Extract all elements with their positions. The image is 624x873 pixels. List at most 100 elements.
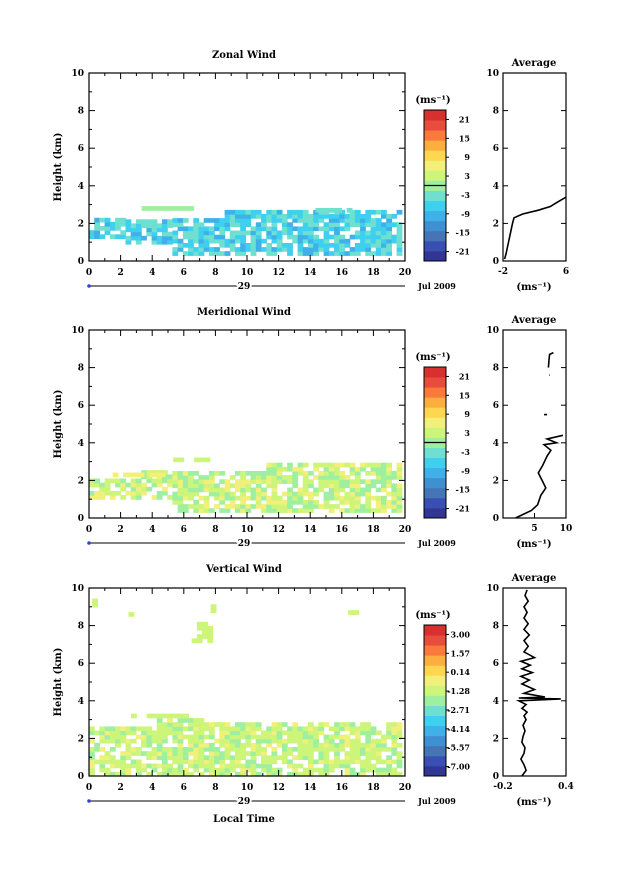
heatmap-cell bbox=[261, 734, 267, 740]
heatmap-cell bbox=[386, 491, 392, 497]
heatmap-cell bbox=[224, 487, 231, 493]
heatmap-cell bbox=[193, 755, 200, 760]
heatmap-cell bbox=[349, 767, 356, 773]
heatmap-cell bbox=[302, 751, 309, 756]
heatmap-cell bbox=[198, 755, 205, 760]
heatmap-cell bbox=[229, 755, 236, 760]
heatmap-cell bbox=[125, 742, 132, 748]
heatmap-cell bbox=[318, 243, 325, 248]
heatmap-cell bbox=[219, 218, 226, 223]
heatmap-cell bbox=[92, 602, 98, 608]
heatmap-cell bbox=[94, 490, 100, 496]
heatmap-cell bbox=[156, 747, 163, 752]
heatmap-cell bbox=[308, 234, 314, 240]
heatmap-cell bbox=[396, 755, 403, 760]
heatmap-cell bbox=[297, 462, 304, 468]
heatmap-cell bbox=[146, 713, 153, 719]
heatmap-cell bbox=[229, 234, 236, 240]
heatmap-cell bbox=[178, 206, 184, 211]
heatmap-cell bbox=[235, 755, 241, 760]
heatmap-cell bbox=[135, 235, 142, 241]
heatmap-cell bbox=[391, 722, 398, 727]
heatmap-cell bbox=[183, 206, 189, 211]
heatmap-cell bbox=[396, 763, 403, 769]
heatmap-cell bbox=[386, 500, 392, 505]
average-y-tick-label: 6 bbox=[493, 659, 499, 669]
heatmap-cell bbox=[235, 726, 241, 732]
heatmap-cell bbox=[255, 487, 262, 493]
heatmap-cell bbox=[156, 478, 163, 484]
heatmap-cell bbox=[276, 238, 283, 244]
heatmap-cell bbox=[381, 226, 387, 232]
heatmap-cell bbox=[276, 209, 283, 215]
heatmap-cell bbox=[354, 251, 361, 256]
heatmap-cell bbox=[391, 759, 398, 765]
heatmap-cell bbox=[188, 738, 194, 744]
heatmap-cell bbox=[214, 759, 220, 765]
heatmap-cell bbox=[109, 490, 116, 496]
heatmap-cell bbox=[240, 471, 246, 476]
heatmap-cell bbox=[375, 508, 382, 513]
heatmap-cell bbox=[214, 751, 220, 756]
heatmap-cell bbox=[323, 238, 330, 244]
heatmap-cell bbox=[261, 738, 267, 744]
heatmap-cell bbox=[255, 222, 262, 227]
heatmap-cell bbox=[266, 243, 273, 248]
heatmap-cell bbox=[202, 621, 208, 627]
heatmap-cell bbox=[198, 251, 205, 256]
heatmap-cell bbox=[334, 487, 340, 493]
heatmap-cell bbox=[287, 243, 293, 248]
heatmap-cell bbox=[245, 471, 252, 476]
heatmap-cell bbox=[318, 751, 325, 756]
heatmap-cell bbox=[240, 218, 246, 223]
heatmap-cell bbox=[208, 508, 215, 513]
heatmap-cell bbox=[94, 482, 100, 488]
heatmap-cell bbox=[349, 487, 356, 493]
heatmap-cell bbox=[109, 226, 116, 231]
heatmap-cell bbox=[353, 610, 360, 615]
colorbar-tick-label: -15 bbox=[456, 228, 470, 238]
heatmap-cell bbox=[109, 738, 116, 744]
heatmap-cell bbox=[229, 218, 236, 223]
heatmap-cell bbox=[370, 466, 377, 472]
heatmap-cell bbox=[198, 234, 205, 240]
average-x-tick-label: -0.2 bbox=[493, 782, 512, 792]
heatmap-cell bbox=[391, 500, 398, 505]
heatmap-cell bbox=[365, 722, 372, 727]
heatmap-cell bbox=[287, 251, 293, 256]
heatmap-cell bbox=[266, 475, 273, 480]
heatmap-cell bbox=[250, 479, 257, 484]
heatmap-cell bbox=[276, 755, 283, 760]
heatmap-cell bbox=[250, 730, 257, 736]
heatmap-cell bbox=[135, 495, 142, 500]
heatmap-cell bbox=[130, 235, 137, 241]
heatmap-cell bbox=[135, 751, 142, 756]
heatmap-cell bbox=[188, 504, 194, 509]
heatmap-cell bbox=[229, 214, 236, 219]
colorbar-unit: (ms⁻¹) bbox=[415, 95, 450, 106]
heatmap-cell bbox=[261, 759, 267, 765]
heatmap-cell bbox=[146, 738, 153, 744]
heatmap-cell bbox=[188, 751, 194, 756]
heatmap-cell bbox=[245, 742, 252, 748]
heatmap-cell bbox=[370, 730, 377, 736]
heatmap-cell bbox=[365, 767, 372, 773]
heatmap-cell bbox=[177, 487, 184, 493]
heatmap-cell bbox=[386, 218, 392, 223]
heatmap-cell bbox=[344, 734, 351, 740]
heatmap-cell bbox=[172, 471, 179, 476]
colorbar-segment bbox=[424, 755, 446, 767]
heatmap-cell bbox=[120, 726, 127, 732]
heatmap-cell bbox=[204, 457, 211, 463]
heatmap-cell bbox=[375, 475, 382, 480]
day-marker bbox=[87, 541, 91, 545]
heatmap-cell bbox=[115, 221, 121, 227]
heatmap-cell bbox=[229, 734, 236, 740]
heatmap-cell bbox=[339, 500, 346, 505]
heatmap-cell bbox=[219, 234, 226, 240]
colorbar-segment bbox=[424, 367, 446, 378]
heatmap-cell bbox=[167, 763, 173, 769]
heatmap-cell bbox=[224, 479, 231, 484]
heatmap-cell bbox=[188, 718, 194, 723]
